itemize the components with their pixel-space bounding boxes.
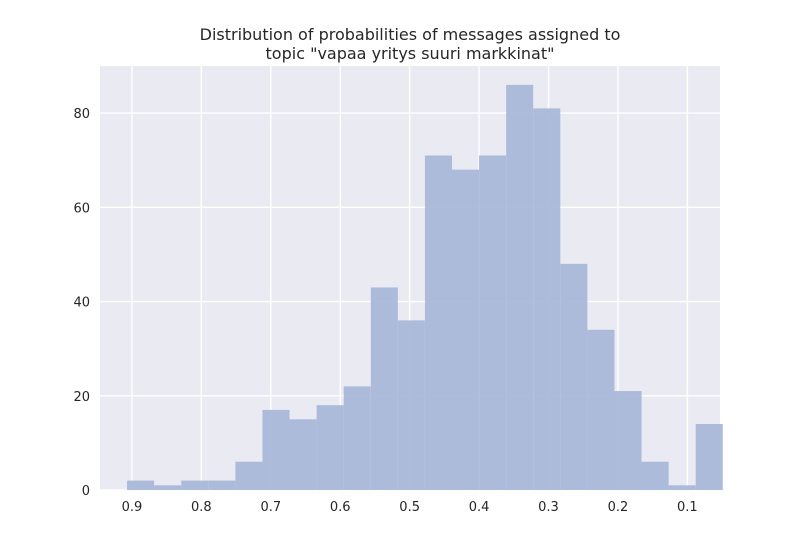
- x-tick-label: 0.1: [677, 500, 698, 515]
- histogram-bar: [370, 287, 398, 490]
- x-tick-label: 0.5: [399, 500, 420, 515]
- x-tick-label: 0.7: [260, 500, 281, 515]
- x-tick-label: 0.6: [330, 500, 351, 515]
- y-axis-tick-labels: 0 20 40 60 80: [73, 107, 90, 499]
- histogram-bar: [316, 405, 344, 490]
- x-tick-label: 0.2: [608, 500, 629, 515]
- histogram-bar: [343, 386, 371, 490]
- histogram-bar: [181, 480, 209, 490]
- y-tick-label: 0: [82, 484, 90, 499]
- x-tick-label: 0.3: [538, 500, 559, 515]
- histogram-bar: [641, 461, 669, 490]
- histogram-bar: [397, 320, 425, 490]
- histogram-bar: [452, 169, 480, 490]
- histogram-bar: [533, 108, 561, 491]
- y-tick-label: 20: [73, 390, 90, 405]
- histogram-bar: [614, 391, 642, 490]
- histogram-bar: [289, 419, 317, 490]
- x-tick-label: 0.9: [122, 500, 143, 515]
- y-tick-label: 80: [73, 107, 90, 122]
- histogram-bar: [587, 329, 615, 490]
- histogram-bar: [506, 84, 534, 490]
- histogram-bar: [235, 461, 263, 490]
- histogram-bar: [479, 155, 507, 490]
- histogram-bar: [424, 155, 453, 490]
- chart-title-line-2: topic "vapaa yritys suuri markkinat": [265, 44, 555, 63]
- x-tick-label: 0.4: [469, 500, 490, 515]
- y-tick-label: 60: [73, 201, 90, 216]
- y-tick-label: 40: [73, 296, 90, 311]
- histogram-bar: [560, 263, 588, 490]
- x-axis-tick-labels: 0.9 0.8 0.7 0.6 0.5 0.4 0.3 0.2 0.1: [122, 500, 698, 515]
- histogram-bar: [154, 485, 182, 490]
- histogram-bar: [208, 480, 236, 490]
- x-tick-label: 0.8: [191, 500, 212, 515]
- chart-title-line-1: Distribution of probabilities of message…: [199, 25, 621, 44]
- chart-title: Distribution of probabilities of message…: [100, 25, 720, 63]
- histogram-bar: [668, 485, 696, 490]
- histogram-bar: [127, 480, 155, 490]
- histogram-bar: [695, 424, 723, 490]
- histogram-bars: [127, 84, 723, 491]
- histogram-bar: [262, 409, 290, 490]
